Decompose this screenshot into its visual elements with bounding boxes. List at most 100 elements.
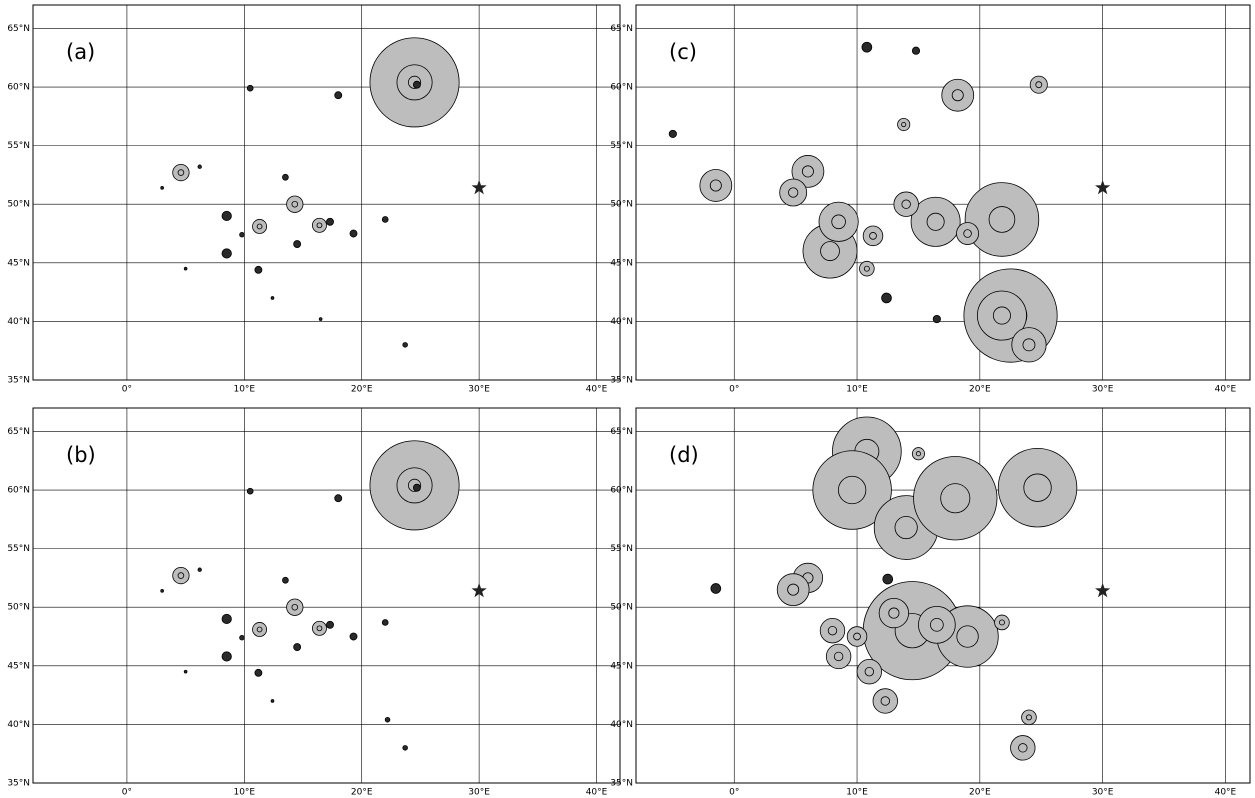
site xyxy=(286,195,304,213)
site xyxy=(668,129,677,138)
site xyxy=(334,494,343,503)
site xyxy=(856,658,882,685)
y-tick-label: 60°N xyxy=(610,486,633,496)
site xyxy=(381,619,389,626)
site xyxy=(910,196,961,247)
frame xyxy=(635,4,1251,381)
site xyxy=(239,634,245,641)
site-ring xyxy=(256,223,263,230)
site xyxy=(882,573,894,585)
site xyxy=(881,292,892,304)
site xyxy=(859,260,875,277)
site-ring xyxy=(407,75,422,89)
x-tick-label: 40°E xyxy=(586,788,608,798)
site xyxy=(861,41,873,53)
y-tick-label: 65°N xyxy=(610,427,633,437)
site xyxy=(270,296,275,300)
site-ring xyxy=(820,241,840,261)
site-ring xyxy=(864,666,875,677)
site xyxy=(349,632,358,641)
y-tick-label: 50°N xyxy=(610,603,633,613)
y-tick-label: 55°N xyxy=(7,544,30,554)
site-ring xyxy=(827,625,838,636)
site xyxy=(183,669,188,674)
site xyxy=(1011,327,1047,363)
site xyxy=(825,643,852,670)
site-ring xyxy=(788,187,799,198)
y-tick-label: 45°N xyxy=(610,661,633,671)
site xyxy=(334,91,343,100)
y-tick-label: 50°N xyxy=(610,200,633,210)
y-tick-label: 60°N xyxy=(610,83,633,93)
x-tick-label: 0° xyxy=(122,385,132,395)
frame xyxy=(635,407,1251,784)
x-tick-label: 40°E xyxy=(1215,788,1237,798)
y-tick-label: 55°N xyxy=(610,544,633,554)
site-ring xyxy=(177,572,185,579)
y-tick-label: 40°N xyxy=(7,317,30,327)
star xyxy=(1095,582,1111,598)
site-ring xyxy=(291,200,299,208)
site xyxy=(246,487,254,495)
site xyxy=(1010,735,1036,761)
site-ring xyxy=(930,617,944,632)
site-ring xyxy=(863,265,870,272)
site xyxy=(318,317,323,321)
site xyxy=(779,178,808,207)
y-tick-label: 50°N xyxy=(7,200,30,210)
site xyxy=(254,668,263,677)
site xyxy=(221,651,232,662)
y-tick-label: 65°N xyxy=(610,24,633,34)
site xyxy=(893,191,919,217)
y-tick-label: 40°N xyxy=(610,317,633,327)
map-panel: 0° 10°E 20°E 30°E 40°E 35°N 40°N 45°N 50°N 55°N 60… xyxy=(610,4,1251,395)
site xyxy=(846,626,868,647)
site-ring xyxy=(988,206,1016,233)
site xyxy=(282,576,289,584)
site xyxy=(183,266,188,271)
site-ring xyxy=(316,625,323,632)
site-ring xyxy=(1022,338,1036,352)
site xyxy=(878,597,910,629)
site xyxy=(172,566,190,585)
site xyxy=(997,447,1078,528)
site-ring xyxy=(256,626,263,633)
panel-label: (d) xyxy=(669,443,699,467)
site xyxy=(221,613,232,625)
site-ring xyxy=(901,199,911,209)
site xyxy=(994,614,1010,631)
y-tick-label: 45°N xyxy=(610,258,633,268)
y-tick-label: 35°N xyxy=(7,779,30,789)
site-ring xyxy=(1035,81,1043,89)
y-tick-label: 45°N xyxy=(7,258,30,268)
site xyxy=(312,620,327,636)
y-tick-label: 60°N xyxy=(7,486,30,496)
site xyxy=(293,643,302,651)
site xyxy=(918,605,956,644)
y-tick-label: 60°N xyxy=(7,83,30,93)
site xyxy=(872,688,898,714)
map-panel: 0° 10°E 20°E 30°E 40°E 35°N 40°N 45°N 50°N 55°N 60… xyxy=(610,407,1251,798)
site xyxy=(270,699,275,703)
site xyxy=(897,117,911,132)
site xyxy=(246,84,254,92)
site xyxy=(221,248,232,259)
x-tick-label: 40°E xyxy=(1215,385,1237,395)
site xyxy=(326,620,334,629)
site-ring xyxy=(940,483,971,514)
site xyxy=(956,222,980,245)
site xyxy=(402,745,408,751)
site xyxy=(381,216,389,223)
site xyxy=(252,622,268,637)
site-ring xyxy=(956,625,979,648)
star xyxy=(471,582,487,598)
y-tick-label: 40°N xyxy=(7,720,30,730)
site xyxy=(326,217,334,226)
site-ring xyxy=(992,306,1011,325)
site-ring xyxy=(915,451,921,457)
site xyxy=(160,589,164,593)
panel-label: (b) xyxy=(66,443,96,467)
site xyxy=(349,229,358,238)
site-ring xyxy=(853,632,861,641)
x-tick-label: 0° xyxy=(729,788,739,798)
